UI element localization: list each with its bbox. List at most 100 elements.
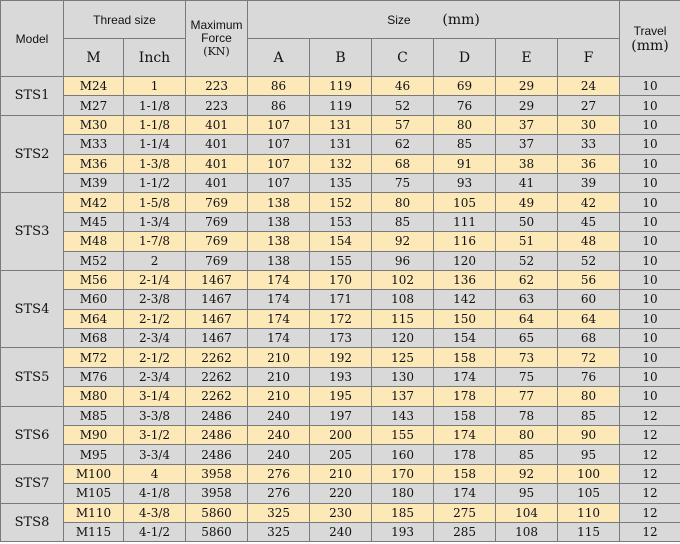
a-cell: 138 [247,211,311,233]
inch-cell: 4-3/8 [122,502,187,523]
f-cell: 30 [557,114,621,136]
e-cell: 73 [495,347,559,368]
travel-cell: 12 [619,444,680,465]
d-cell: 116 [433,231,497,252]
size-unit-label: (mm) [442,11,480,28]
a-cell: 174 [247,289,311,310]
b-cell: 154 [309,231,373,252]
f-cell: 64 [557,308,621,330]
b-cell: 192 [309,347,373,368]
table-row: STS6 M85 3-3/8 2486 240 197 143 158 78 85 12 [0,405,680,465]
m-cell: M80 [63,386,124,407]
inch-cell: 2 [122,250,187,271]
inch-header: Inch [122,38,187,77]
f-cell: 68 [557,328,621,349]
inch-cell: 2-3/8 [122,289,187,310]
e-cell: 64 [495,308,559,330]
a-cell: 210 [247,386,311,407]
f-cell: 36 [557,153,621,174]
m-cell: M72 [63,347,124,368]
force-cell: 2262 [185,386,249,407]
a-cell: 210 [247,347,311,368]
table-row: STS8 M110 4-3/8 5860 325 230 185 275 104 110 12 [0,502,680,543]
force-cell: 401 [185,172,249,194]
b-cell: 152 [309,192,373,213]
travel-cell: 10 [619,192,680,213]
d-cell: 174 [433,483,497,504]
table-row: STS4 M56 2-1/4 1467 174 170 102 136 62 56 10 [0,269,680,349]
model-cell: STS4 [0,269,64,349]
table-row: M27 1-1/8 223 86 119 52 76 29 27 10 [1,95,680,116]
travel-cell: 12 [619,405,680,427]
m-cell: M60 [63,289,124,310]
e-header: E [495,38,559,77]
m-cell: M30 [63,114,124,136]
d-cell: 158 [433,347,497,368]
b-cell: 119 [309,75,373,97]
e-cell: 92 [495,463,559,485]
travel-label: Travel [633,23,667,38]
c-cell: 108 [371,289,435,310]
size-header: Size (mm) [247,0,621,39]
inch-cell: 1-7/8 [122,231,187,252]
model-cell: STS2 [0,114,64,194]
e-cell: 29 [495,75,559,97]
table-row: M36 1-3/8 401 107 132 68 91 38 36 10 [1,153,680,174]
a-cell: 240 [247,405,311,427]
f-cell: 24 [557,75,621,97]
f-cell: 42 [557,192,621,213]
m-cell: M39 [63,172,124,194]
inch-cell: 1-3/4 [122,211,187,233]
d-header: D [433,38,497,77]
e-cell: 37 [495,114,559,136]
a-cell: 174 [247,328,311,349]
max-force-label: Maximum Force [190,18,243,45]
force-unit-label: (KN) [203,45,230,58]
inch-cell: 1-5/8 [122,192,187,213]
a-header: A [247,38,311,77]
m-cell: M105 [63,483,124,504]
d-cell: 80 [433,114,497,136]
d-cell: 154 [433,328,497,349]
d-cell: 178 [433,444,497,465]
f-cell: 56 [557,269,621,291]
inch-cell: 1-1/8 [122,95,187,116]
f-cell: 52 [557,250,621,271]
b-cell: 171 [309,289,373,310]
force-cell: 401 [185,114,249,136]
table-row: STS5 M72 2-1/2 2262 210 192 125 158 73 72 10 [0,347,680,407]
travel-cell: 10 [619,289,680,310]
inch-cell: 4-1/2 [122,521,187,543]
c-cell: 185 [371,502,435,523]
travel-cell: 12 [619,483,680,504]
e-cell: 95 [495,483,559,504]
b-cell: 170 [309,269,373,291]
travel-header: Travel (mm) [619,0,680,77]
table-row: M52 2 769 138 155 96 120 52 52 10 [1,250,680,271]
table-row: M60 2-3/8 1467 174 171 108 142 63 60 10 [1,289,680,310]
b-cell: 173 [309,328,373,349]
m-cell: M95 [63,444,124,465]
a-cell: 86 [247,75,311,97]
b-cell: 195 [309,386,373,407]
a-cell: 325 [247,521,311,543]
d-cell: 136 [433,269,497,291]
inch-cell: 3-3/4 [122,444,187,465]
m-cell: M64 [63,308,124,330]
m-cell: M48 [63,231,124,252]
c-header: C [371,38,435,77]
e-cell: 51 [495,231,559,252]
d-cell: 150 [433,308,497,330]
force-cell: 3958 [185,483,249,504]
force-cell: 1467 [185,328,249,349]
b-cell: 131 [309,114,373,136]
travel-cell: 12 [619,521,680,543]
m-cell: M42 [63,192,124,213]
e-cell: 78 [495,405,559,427]
c-cell: 57 [371,114,435,136]
c-cell: 143 [371,405,435,427]
c-cell: 193 [371,521,435,543]
travel-cell: 10 [619,269,680,291]
f-cell: 27 [557,95,621,116]
